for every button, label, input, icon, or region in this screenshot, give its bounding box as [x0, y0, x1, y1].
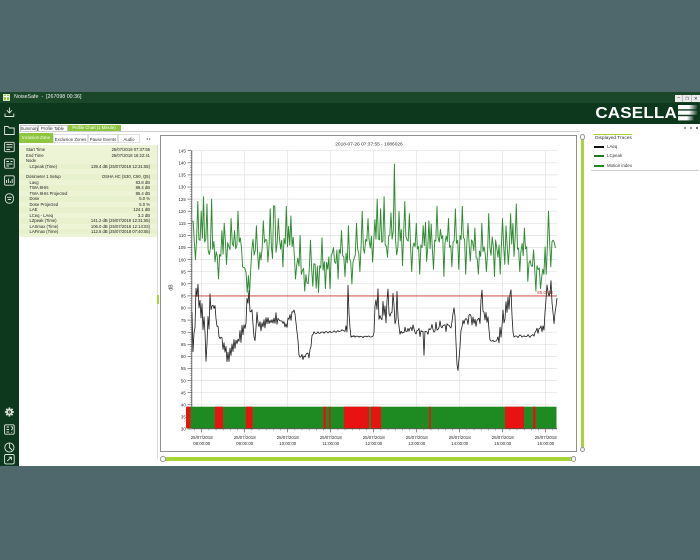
svg-text:2018-07-26 07:37:55 - 1086026: 2018-07-26 07:37:55 - 1086026	[335, 142, 403, 148]
svg-text:30: 30	[181, 427, 186, 432]
svg-text:105: 105	[179, 245, 187, 250]
svg-text:85.0 dB: 85.0 dB	[537, 290, 553, 295]
svg-text:100: 100	[179, 257, 187, 262]
svg-text:16:00:00: 16:00:00	[537, 441, 555, 446]
svg-text:130: 130	[179, 185, 187, 190]
svg-text:115: 115	[179, 221, 187, 226]
svg-text:35: 35	[181, 415, 186, 420]
svg-text:25/07/2018: 25/07/2018	[492, 435, 515, 440]
svg-text:85: 85	[181, 294, 186, 299]
svg-text:10:00:00: 10:00:00	[279, 441, 297, 446]
svg-text:12:00:00: 12:00:00	[365, 441, 383, 446]
svg-text:25/07/2018: 25/07/2018	[449, 435, 472, 440]
svg-text:50: 50	[181, 378, 186, 383]
svg-text:40: 40	[181, 403, 186, 408]
svg-text:110: 110	[179, 233, 187, 238]
svg-text:90: 90	[181, 282, 186, 287]
svg-text:140: 140	[179, 161, 187, 166]
svg-text:65: 65	[181, 342, 186, 347]
svg-text:09:00:00: 09:00:00	[236, 441, 254, 446]
svg-text:45: 45	[181, 390, 186, 395]
svg-text:120: 120	[179, 209, 187, 214]
svg-text:70: 70	[181, 330, 186, 335]
svg-text:25/07/2018: 25/07/2018	[406, 435, 429, 440]
svg-text:25/07/2018: 25/07/2018	[234, 435, 257, 440]
svg-text:145: 145	[179, 148, 187, 153]
svg-text:25/07/2018: 25/07/2018	[320, 435, 343, 440]
svg-text:95: 95	[181, 269, 186, 274]
svg-text:dB: dB	[169, 284, 175, 291]
svg-text:55: 55	[181, 366, 186, 371]
svg-text:25/07/2018: 25/07/2018	[277, 435, 300, 440]
svg-text:13:00:00: 13:00:00	[408, 441, 426, 446]
svg-text:08:00:00: 08:00:00	[193, 441, 211, 446]
svg-text:14:00:00: 14:00:00	[451, 441, 469, 446]
svg-text:25/07/2018: 25/07/2018	[535, 435, 558, 440]
svg-text:75: 75	[181, 318, 186, 323]
svg-text:80: 80	[181, 306, 186, 311]
svg-text:25/07/2018: 25/07/2018	[363, 435, 386, 440]
svg-text:125: 125	[179, 197, 187, 202]
svg-text:15:00:00: 15:00:00	[494, 441, 512, 446]
svg-text:135: 135	[179, 173, 187, 178]
svg-text:25/07/2018: 25/07/2018	[191, 435, 214, 440]
svg-text:11:00:00: 11:00:00	[322, 441, 339, 446]
svg-text:60: 60	[181, 354, 186, 359]
